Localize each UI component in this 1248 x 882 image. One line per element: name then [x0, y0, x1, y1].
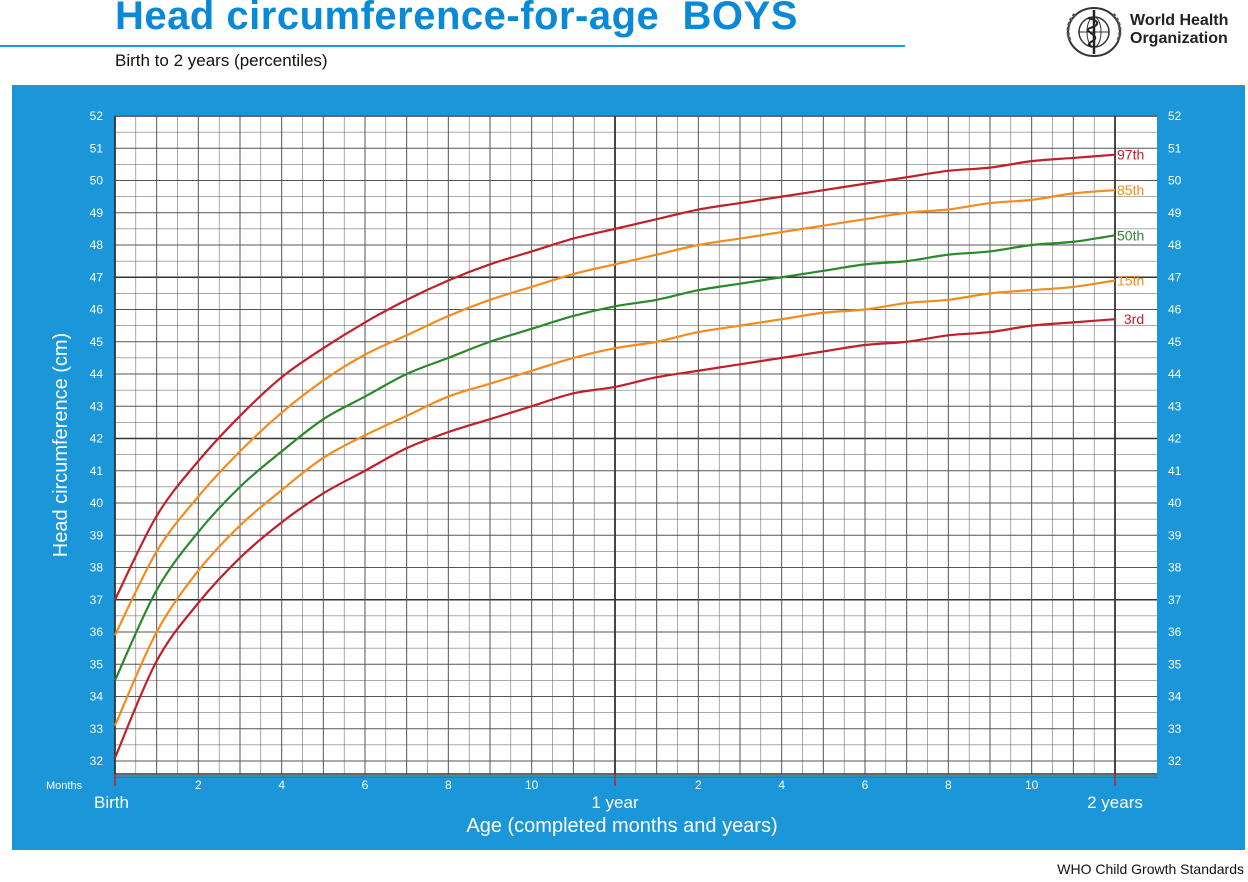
x-axis-label: Age (completed months and years) — [466, 815, 777, 837]
y-tick-label-left: 51 — [90, 141, 104, 155]
y-tick-label-left: 36 — [90, 625, 104, 639]
series-label-3rd: 3rd — [1124, 311, 1144, 327]
y-tick-label-right: 48 — [1168, 238, 1182, 252]
y-tick-label-right: 44 — [1168, 367, 1182, 381]
x-tick-label: 8 — [945, 778, 952, 792]
y-tick-label-right: 52 — [1168, 109, 1182, 123]
who-org-name: World Health Organization — [1130, 12, 1228, 48]
y-tick-label-left: 50 — [90, 174, 104, 188]
y-tick-label-right: 49 — [1168, 206, 1182, 220]
x-year-label: 2 years — [1087, 793, 1143, 812]
y-tick-label-left: 34 — [90, 690, 104, 704]
y-tick-label-left: 49 — [90, 206, 104, 220]
grid — [114, 115, 1157, 786]
y-tick-label-left: 37 — [90, 593, 104, 607]
y-tick-label-right: 50 — [1168, 174, 1182, 188]
y-tick-label-left: 46 — [90, 303, 104, 317]
x-tick-label: 4 — [278, 778, 285, 792]
page-subtitle: Birth to 2 years (percentiles) — [115, 51, 328, 70]
y-tick-label-right: 38 — [1168, 561, 1182, 575]
y-tick-label-right: 41 — [1168, 464, 1182, 478]
y-tick-label-right: 45 — [1168, 335, 1182, 349]
percentile-curve-85th — [114, 189, 1116, 636]
y-tick-label-right: 39 — [1168, 528, 1182, 542]
percentile-curve-15th — [113, 279, 1116, 726]
y-tick-label-right: 37 — [1168, 593, 1182, 607]
y-tick-label-left: 38 — [90, 561, 104, 575]
y-axis-label: Head circumference (cm) — [50, 333, 72, 558]
x-year-label: Birth — [94, 793, 129, 812]
y-tick-label-right: 35 — [1168, 657, 1182, 671]
x-tick-label: 6 — [362, 778, 369, 792]
y-tick-label-right: 40 — [1168, 496, 1182, 510]
y-tick-label-right: 43 — [1168, 399, 1182, 413]
percentile-curve-3rd — [113, 318, 1116, 759]
title-rule — [0, 45, 905, 47]
who-org-line2: Organization — [1130, 30, 1228, 47]
months-label: Months — [46, 780, 83, 792]
who-org-line1: World Health — [1130, 12, 1229, 29]
x-tick-label: 2 — [695, 778, 702, 792]
page-title: Head circumference-for-age BOYS — [115, 0, 798, 38]
footer-credit: WHO Child Growth Standards — [1057, 861, 1244, 877]
x-tick-label: 4 — [778, 778, 785, 792]
y-tick-label-left: 44 — [90, 367, 104, 381]
series-label-85th: 85th — [1117, 182, 1144, 198]
x-tick-label: 2 — [195, 778, 202, 792]
y-tick-label-right: 34 — [1168, 690, 1182, 704]
percentile-curves — [113, 153, 1116, 759]
y-tick-label-left: 42 — [90, 432, 104, 446]
y-tick-label-right: 33 — [1168, 722, 1182, 736]
y-tick-label-left: 33 — [90, 722, 104, 736]
series-label-15th: 15th — [1117, 272, 1144, 288]
y-tick-label-right: 47 — [1168, 270, 1182, 284]
y-tick-label-left: 39 — [90, 528, 104, 542]
percentile-curve-97th — [114, 153, 1116, 601]
y-tick-label-right: 32 — [1168, 754, 1182, 768]
x-tick-label: 10 — [1025, 778, 1039, 792]
x-year-label: 1 year — [591, 793, 639, 812]
y-tick-label-left: 52 — [90, 109, 104, 123]
y-tick-label-left: 41 — [90, 464, 104, 478]
y-tick-label-right: 46 — [1168, 303, 1182, 317]
series-label-97th: 97th — [1117, 147, 1144, 163]
y-tick-label-right: 42 — [1168, 432, 1182, 446]
y-tick-label-right: 51 — [1168, 141, 1182, 155]
who-logo — [1062, 4, 1248, 60]
y-tick-label-left: 47 — [90, 270, 104, 284]
y-tick-label-left: 45 — [90, 335, 104, 349]
y-tick-label-left: 32 — [90, 754, 104, 768]
percentile-curve-50th — [114, 234, 1116, 681]
x-tick-label: 8 — [445, 778, 452, 792]
x-tick-label: 10 — [525, 778, 539, 792]
y-tick-label-left: 35 — [90, 657, 104, 671]
y-tick-label-left: 40 — [90, 496, 104, 510]
y-tick-label-left: 48 — [90, 238, 104, 252]
series-label-50th: 50th — [1117, 227, 1144, 243]
y-tick-label-right: 36 — [1168, 625, 1182, 639]
who-emblem-icon — [1066, 7, 1122, 57]
x-tick-label: 6 — [862, 778, 869, 792]
y-tick-label-left: 43 — [90, 399, 104, 413]
